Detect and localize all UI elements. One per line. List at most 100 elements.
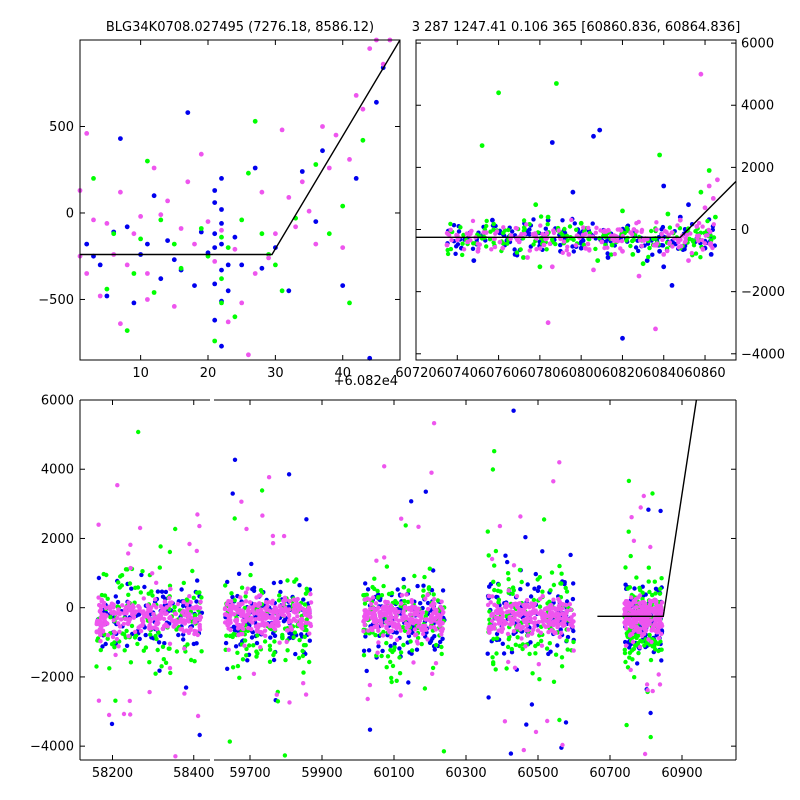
bottom-point	[376, 640, 381, 645]
bottom-point	[195, 713, 201, 719]
bottom-point	[182, 613, 187, 618]
bottom-point	[370, 627, 375, 633]
bottom-point	[193, 629, 199, 634]
bottom-point	[231, 631, 236, 637]
bottom-point	[510, 585, 516, 590]
bottom-point	[559, 664, 565, 669]
bottom-point	[419, 612, 424, 617]
bottom-point	[124, 643, 130, 648]
bottom-point	[236, 571, 242, 576]
top-left-point	[279, 127, 285, 133]
top-right-point	[471, 258, 477, 263]
top-right-model-line	[416, 180, 737, 238]
top-left-point	[198, 151, 204, 157]
bottom-point	[525, 616, 530, 621]
bottom-point	[429, 470, 434, 475]
top-right-point	[620, 248, 625, 254]
bottom-point	[94, 630, 100, 635]
top-left-point	[104, 221, 110, 226]
top-right-point	[571, 249, 576, 254]
bottom-point	[148, 632, 153, 637]
bottom-point	[370, 595, 376, 600]
bottom-point	[295, 614, 300, 619]
bottom-point	[140, 569, 145, 574]
bottom-point	[627, 650, 633, 655]
bottom-point	[656, 635, 662, 641]
bottom-point	[395, 623, 400, 629]
bottom-point	[397, 646, 402, 651]
bottom-point	[402, 598, 407, 604]
bottom-point	[239, 499, 244, 504]
top-right-point	[524, 222, 529, 227]
bottom-point	[421, 583, 426, 588]
bottom-point	[535, 628, 541, 633]
top-right-point	[620, 208, 625, 214]
top-left-point	[151, 193, 157, 199]
top-left-point	[158, 212, 164, 218]
bottom-point	[175, 601, 180, 607]
top-right-point	[567, 224, 573, 229]
bottom-point	[255, 633, 260, 638]
bottom-point	[240, 657, 246, 662]
bottom-point	[367, 597, 372, 602]
top-right-point	[653, 326, 658, 332]
bottom-point	[240, 601, 245, 606]
bottom-point	[438, 639, 443, 645]
top-left-ticks: 10 20 30 40 −500 0 500	[38, 40, 400, 381]
bottom-point	[648, 544, 653, 550]
bottom-point	[510, 591, 515, 596]
bottom-point	[380, 648, 385, 654]
bottom-point	[629, 515, 634, 520]
bottom-point	[541, 622, 547, 628]
bottom-point	[238, 595, 243, 600]
top-left-y-tick-label: 500	[49, 120, 74, 135]
top-right-point	[460, 252, 465, 258]
top-right-point	[587, 248, 592, 253]
top-right-point	[560, 250, 565, 255]
bottom-point	[308, 614, 313, 620]
bottom-point	[571, 648, 576, 653]
top-right-point	[665, 211, 671, 217]
bottom-point	[118, 574, 123, 579]
top-right-point	[694, 224, 700, 229]
bottom-point	[495, 611, 500, 616]
bottom-point	[427, 566, 432, 571]
bottom-point	[425, 600, 431, 606]
bottom-point	[398, 650, 404, 655]
bottom-point	[94, 620, 100, 625]
bottom-point	[362, 601, 368, 606]
bottom-point	[416, 524, 421, 529]
bottom-point	[659, 611, 664, 616]
bottom-point	[659, 623, 665, 629]
bottom-point	[138, 628, 144, 634]
bottom-point	[101, 571, 106, 577]
bottom-point	[406, 630, 411, 636]
bottom-point	[506, 659, 511, 665]
bottom-point	[106, 712, 112, 718]
bottom-point	[532, 624, 537, 629]
top-right-point	[619, 238, 625, 244]
top-right-point	[609, 242, 615, 248]
top-left-point	[374, 99, 379, 105]
bottom-point	[99, 620, 104, 625]
bottom-point	[438, 604, 443, 609]
bottom-point	[499, 629, 504, 634]
bottom-point	[402, 605, 408, 610]
bottom-point	[374, 558, 379, 563]
top-right-point	[544, 247, 549, 252]
top-right-point	[696, 220, 702, 226]
bottom-point	[531, 604, 536, 609]
top-right-x-tick-label: 60820	[602, 366, 643, 381]
bottom-axes	[79, 399, 737, 761]
bottom-point	[646, 579, 651, 584]
bottom-point	[267, 624, 273, 629]
bottom-point	[162, 641, 167, 646]
bottom-point	[264, 612, 269, 618]
bottom-point	[100, 644, 105, 649]
bottom-point	[181, 580, 186, 586]
bottom-point	[551, 597, 556, 602]
top-left-point	[313, 162, 319, 167]
bottom-point	[533, 571, 538, 577]
bottom-point	[519, 636, 524, 641]
bottom-point	[486, 593, 492, 599]
